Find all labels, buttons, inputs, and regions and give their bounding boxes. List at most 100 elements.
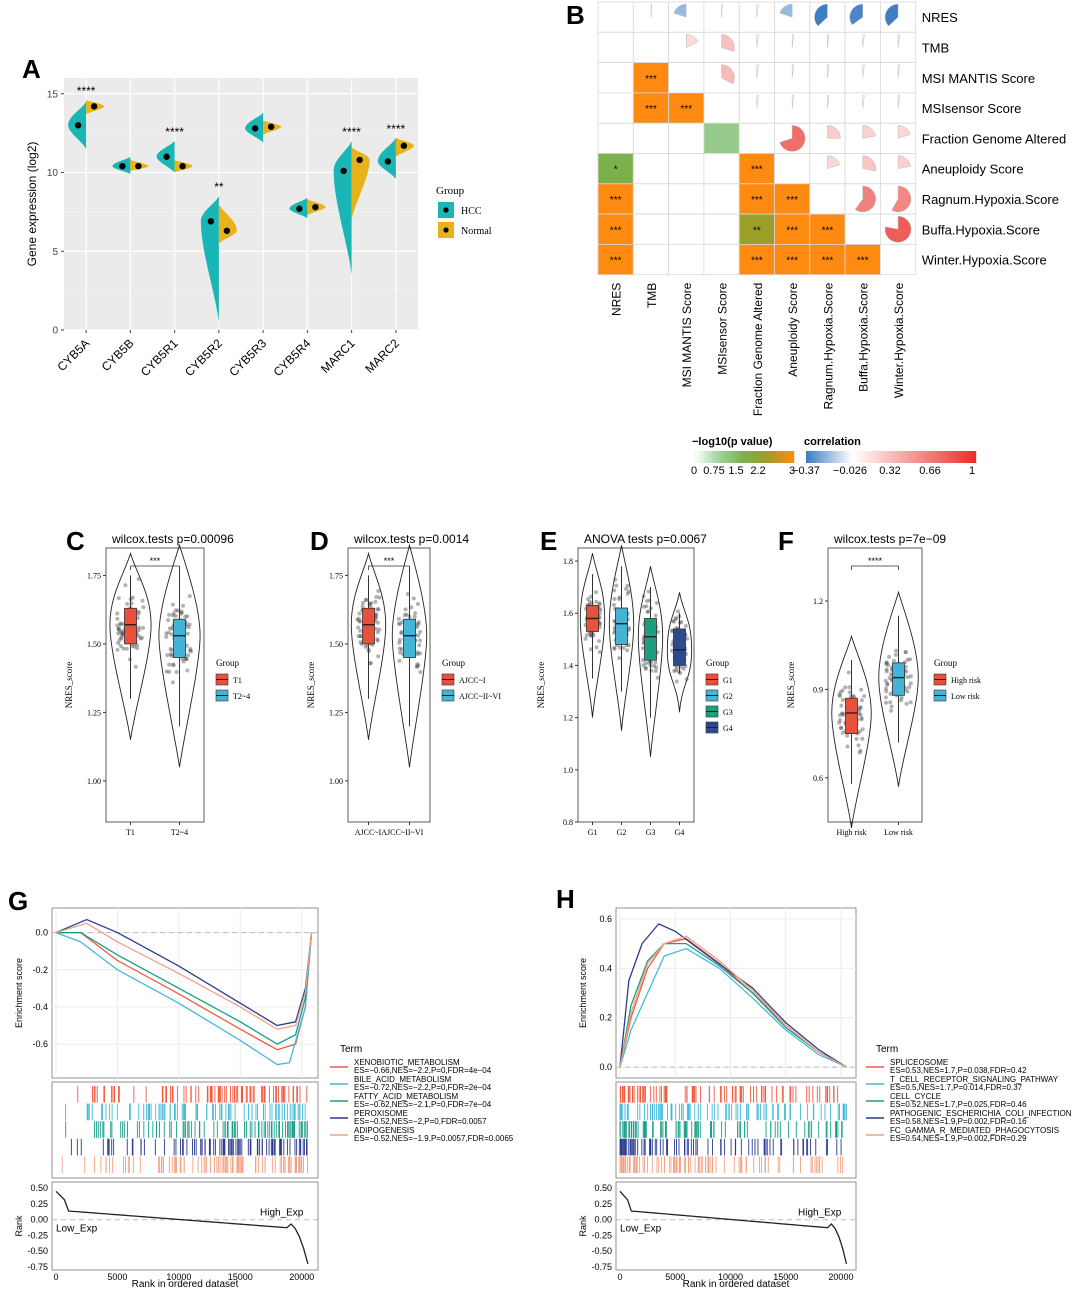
panelC-jitter-point [184, 657, 189, 662]
panelC-jitter-point [116, 627, 121, 632]
panelD-jitter-point [358, 628, 363, 633]
panelC-jitter-point [170, 680, 175, 685]
panel-a-ytick-label: 10 [47, 168, 59, 179]
panelG-legend-name: ADIPOGENESIS [354, 1126, 414, 1135]
panelF-jitter-point [905, 657, 910, 662]
panelE-jitter-point [611, 602, 616, 607]
panelE-jitter-point [614, 583, 619, 588]
panelH-rank-low: Low_Exp [620, 1224, 662, 1235]
panelF-jitter-point [883, 695, 888, 700]
panel-b-legend-corr-strip [906, 451, 909, 463]
panel-b-col-label: Buffa.Hypoxia.Score [857, 282, 871, 391]
panelE-jitter-point [597, 638, 602, 643]
panel-b-row-label: Buffa.Hypoxia.Score [922, 222, 1040, 237]
panelF-jitter-point [857, 729, 862, 734]
panel-b-legend-corr-strip [886, 451, 889, 463]
panelC-jitter-point [185, 668, 190, 673]
panel-b-legend-corr-strip [968, 451, 971, 463]
panelF-jitter-point [887, 675, 892, 680]
panelF-jitter-point [858, 705, 863, 710]
panelG-rank-ytick: 0.00 [30, 1215, 48, 1225]
panelE-jitter-point [612, 645, 617, 650]
panelG-xlabel: Rank in ordered dataset [132, 1279, 239, 1288]
panelC-jitter-point [168, 652, 173, 657]
panel-b-legend-corr-strip [858, 451, 861, 463]
panelH-legend-stats: ES=0.52,NES=1.7,P=0.025,FDR=0.46 [890, 1100, 1027, 1109]
panelG-legend-title: Term [340, 1044, 362, 1055]
panelE-jitter-point [612, 596, 617, 601]
panelG-legend-name: FATTY_ACID_METABOLISM [354, 1092, 459, 1101]
panel-a-ytick-label: 15 [47, 89, 59, 100]
panel-b-sig-label: *** [610, 225, 622, 236]
panel-b-legend-p-strip [712, 451, 715, 463]
panelF-jitter-point [845, 733, 850, 738]
panel-b-legend-corr-strip [898, 451, 901, 463]
panelG-rank-line [55, 1190, 309, 1265]
panel-b-sig-label: *** [786, 225, 798, 236]
panelH-legend-name: T_CELL_RECEPTOR_SIGNALING_PATHWAY [890, 1075, 1059, 1084]
panel-b-legend-corr-strip [872, 451, 875, 463]
panelE-jitter-point [586, 597, 591, 602]
panel-b-legend-p-strip [772, 451, 775, 463]
panel-b-legend-corr-strip [860, 451, 863, 463]
panel-b-cell [597, 243, 634, 276]
panelF-jitter-point [857, 708, 862, 713]
panel-a-significance: **** [165, 125, 184, 139]
panelC-jitter-point [187, 594, 192, 599]
panelE-jitter-point [640, 658, 645, 663]
panelF-violin [878, 590, 919, 787]
panel-b-cell [597, 1, 634, 33]
panelE-jitter-point [681, 666, 686, 671]
panel-b-legend-corr-strip [824, 451, 827, 463]
panel-b-legend-p-strip [736, 451, 739, 463]
panelE-jitter-point [612, 646, 617, 651]
panel-a-ytick-label: 0 [52, 326, 58, 337]
panel-b-pie [779, 125, 806, 152]
panelD-jitter-point [361, 600, 366, 605]
panel-b-legend-p-strip [738, 451, 741, 463]
panelE-xtick-label: G2 [617, 828, 627, 837]
panelG-rank-ytick: -0.25 [27, 1230, 48, 1240]
panel-b-legend-p-strip [776, 451, 779, 463]
panelF-jitter-point [894, 648, 899, 653]
panelE-violin [666, 592, 693, 713]
panel-b-sig-label: *** [751, 195, 763, 206]
panelG-ytick-label: 0.0 [35, 928, 48, 938]
panel-b-legend-corr-strip [816, 451, 819, 463]
panel-b-legend-corr-strip [942, 451, 945, 463]
panelC-ytick-label: 1.50 [87, 640, 101, 649]
panelF-jitter-point [857, 705, 862, 710]
panelC-box [124, 607, 137, 645]
panelC-jitter-point [171, 611, 176, 616]
panel-b-pie [827, 34, 830, 48]
panelC-xtick-label: T2~4 [171, 828, 188, 837]
panel-b-legend-corr-strip [908, 451, 911, 463]
panelE-jitter-point [642, 604, 647, 609]
panel-b-cell [668, 243, 705, 276]
panelD-jitter-point [363, 644, 368, 649]
panelG-rank-ytick: -0.75 [27, 1262, 48, 1272]
panelC-legend-label: T2~4 [233, 692, 250, 701]
panelE-jitter-point [645, 609, 650, 614]
panelC-jitter-point [164, 669, 169, 674]
panelC-box [173, 618, 186, 658]
panel-b-legend-corr-strip [840, 451, 843, 463]
panelE-jitter-point [683, 623, 688, 628]
panel-b-col-label: Fraction Genome Altered [751, 283, 765, 416]
panelC-jitter-point [125, 601, 130, 606]
panelF-jitter-point [840, 697, 845, 702]
panelH-rank-frame [615, 1181, 857, 1271]
panelG-xtick-label: 15000 [228, 1272, 253, 1282]
panel-b-legend-p-strip [710, 451, 713, 463]
panel-a-violin-normal [351, 147, 370, 220]
panel-b-legend-corr-strip [852, 451, 855, 463]
panelC-violin [158, 543, 201, 768]
panel-b-cell [668, 92, 705, 124]
panelF-jitter-point [860, 736, 865, 741]
panelE-legend-label: G4 [723, 724, 733, 733]
panel-a-median-point [90, 103, 98, 110]
panel-a-violin-hcc [377, 137, 396, 179]
panelF-jitter-point [858, 748, 863, 753]
panel-a-legend-dot [443, 207, 449, 213]
panelF-jitter-point [905, 689, 910, 694]
